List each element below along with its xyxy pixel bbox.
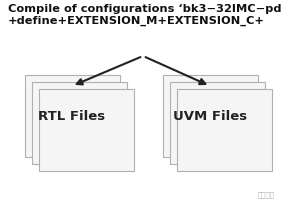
Bar bbox=[38, 89, 133, 171]
Bar bbox=[32, 82, 127, 164]
Bar bbox=[170, 82, 265, 164]
Bar bbox=[24, 75, 119, 157]
Text: UVM Files: UVM Files bbox=[173, 110, 247, 122]
Text: 芯科监证: 芯科监证 bbox=[258, 191, 275, 198]
Text: RTL Files: RTL Files bbox=[38, 110, 106, 122]
Text: +define+EXTENSION_M+EXTENSION_C+: +define+EXTENSION_M+EXTENSION_C+ bbox=[8, 16, 265, 26]
Bar bbox=[177, 89, 272, 171]
Text: Compile of configurations ‘bk3−32IMC−pd: Compile of configurations ‘bk3−32IMC−pd bbox=[8, 4, 282, 14]
Bar bbox=[162, 75, 257, 157]
